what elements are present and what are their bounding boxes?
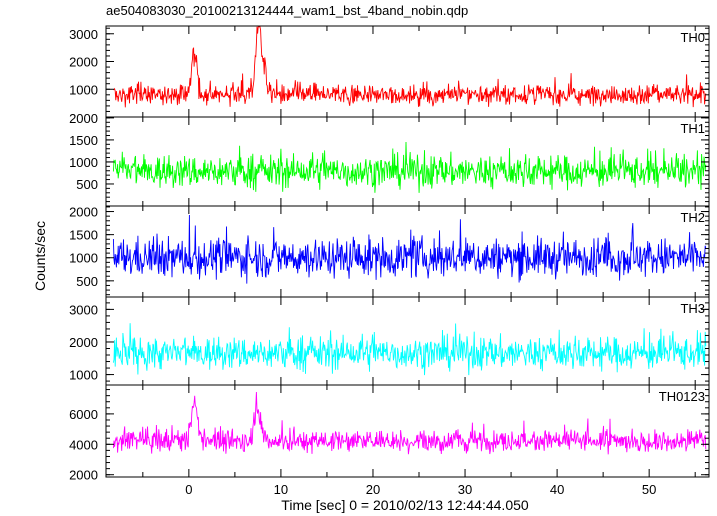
y-tick-label: 4000	[69, 437, 98, 452]
panel-th3: 1000 2000 3000 TH3	[69, 296, 710, 386]
y-tick-label: 1000	[69, 82, 98, 97]
panel-label-th0123: TH0123	[659, 389, 705, 404]
y-tick-label: 1000	[69, 155, 98, 170]
x-tick-label: 30	[458, 482, 472, 497]
y-axis-label: Counts/sec	[32, 221, 48, 291]
y-tick-label: 6000	[69, 407, 98, 422]
y-tick-label: 3000	[69, 27, 98, 42]
series-line-th0	[113, 26, 707, 108]
panel-label-th1: TH1	[680, 121, 705, 136]
y-tick-label: 500	[76, 274, 98, 289]
x-tick-label: 0	[185, 482, 192, 497]
x-tick-label: 20	[366, 482, 380, 497]
y-tick-label: 2000	[69, 468, 98, 483]
panel-th2: 500 1000 1500 2000 TH2	[69, 205, 710, 298]
x-tick-label: 10	[274, 482, 288, 497]
y-tick-label: 1500	[69, 133, 98, 148]
panel-th1: 500 1000 1500 2000 TH1	[69, 111, 710, 207]
y-tick-label: 2000	[69, 205, 98, 220]
panel-frame	[105, 25, 710, 118]
series-line-th1	[112, 141, 707, 193]
series-line-th2	[112, 214, 707, 284]
y-tick-label: 500	[76, 177, 98, 192]
panel-th0123: 2000 4000 6000 TH0123	[69, 384, 710, 483]
panel-label-th0: TH0	[680, 30, 705, 45]
chart-title: ae504083030_20100213124444_wam1_bst_4ban…	[106, 3, 468, 18]
y-tick-label: 1500	[69, 228, 98, 243]
x-tick-label: 50	[642, 482, 656, 497]
y-tick-label: 1000	[69, 368, 98, 383]
panel-th0: 1000 2000 3000 TH0	[69, 25, 710, 118]
x-tick-label: 40	[550, 482, 564, 497]
panel-frame	[105, 116, 710, 207]
y-tick-label: 2000	[69, 111, 98, 126]
y-tick-label: 2000	[69, 55, 98, 70]
series-line-th3	[112, 323, 707, 376]
panel-frame	[105, 384, 710, 478]
y-tick-label: 3000	[69, 302, 98, 317]
y-tick-label: 2000	[69, 335, 98, 350]
x-axis-label: Time [sec] 0 = 2010/02/13 12:44:44.050	[281, 497, 529, 513]
y-tick-label: 1000	[69, 251, 98, 266]
panel-label-th3: TH3	[680, 301, 705, 316]
x-axis: 0 10 20 30 40 50	[185, 482, 656, 497]
panel-label-th2: TH2	[680, 210, 705, 225]
series-line-th0123	[112, 391, 707, 455]
panel-frame	[105, 296, 710, 386]
